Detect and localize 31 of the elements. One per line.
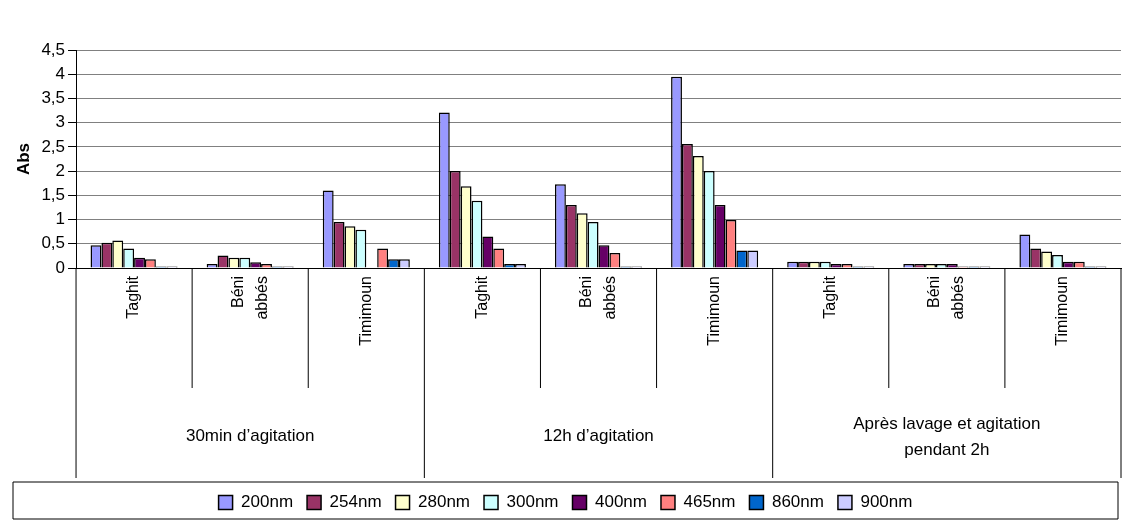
x-tick-label: Timimoun (356, 276, 374, 346)
legend-label: 465nm (683, 492, 736, 512)
y-tick-label: 1,5 (41, 185, 66, 205)
x-tick-label: Timimoun (1053, 276, 1071, 346)
y-tick-label: 3,5 (41, 88, 66, 108)
y-tick-label: 3 (55, 112, 66, 132)
x-tick-label: Béni abbés (925, 276, 967, 320)
y-tick-label: 2 (55, 160, 66, 180)
y-tick-label: 4 (55, 63, 66, 83)
legend-label: 200nm (241, 492, 294, 512)
legend-label: 254nm (329, 492, 382, 512)
x-tick-label: Taghit (821, 275, 839, 319)
x-tick-label: Béni abbés (576, 276, 618, 320)
y-tick-label: 4,5 (41, 39, 66, 59)
legend-label: 300nm (506, 492, 559, 512)
y-tick-label: 1 (55, 209, 66, 229)
legend-label: 900nm (860, 492, 913, 512)
text: Après lavage et agitation pendant 2h (853, 414, 1041, 460)
x-tick-label: Timimoun (705, 276, 723, 346)
x-tick-label: Taghit (472, 275, 490, 319)
y-axis-title: Abs (13, 142, 33, 176)
x-tick-label: Taghit (124, 275, 142, 319)
text: 12h d’agitation (543, 426, 654, 446)
y-tick-label: 0 (55, 257, 66, 277)
y-tick-label: 2,5 (41, 136, 66, 156)
y-tick-label: 0,5 (41, 233, 66, 253)
legend-label: 860nm (771, 492, 824, 512)
legend-label: 280nm (418, 492, 471, 512)
legend-label: 400nm (595, 492, 647, 512)
x-tick-label: Béni abbés (228, 276, 270, 320)
text: 30min d’agitation (185, 426, 315, 446)
